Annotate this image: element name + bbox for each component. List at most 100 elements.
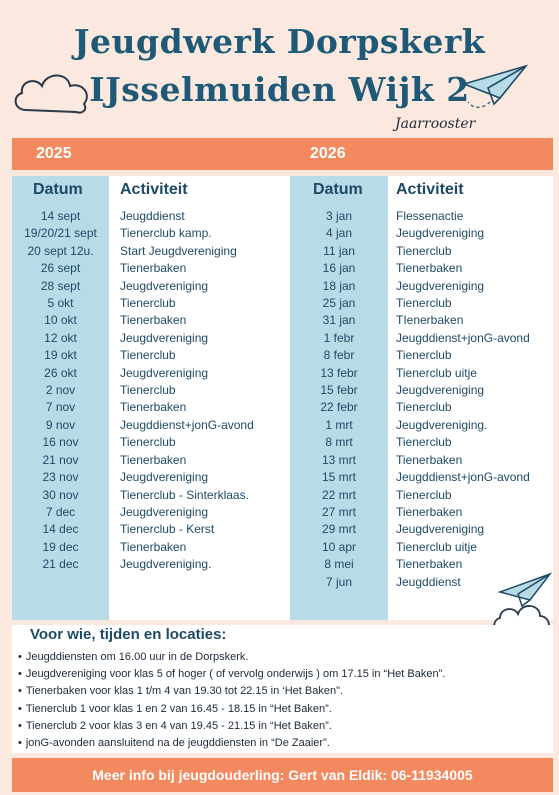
list-item: 21 nov	[42, 452, 79, 467]
year-bar: 2025 2026	[12, 138, 553, 170]
list-item: Tienerclub - Sinterklaas.	[120, 487, 249, 502]
list-item: Jeugdvereniging voor klas 5 of hoger ( o…	[18, 666, 445, 683]
list-item: Jeugdvereniging	[396, 383, 485, 398]
page-subtitle: Jaarrooster	[395, 116, 476, 132]
list-item: 1 febr	[323, 330, 355, 345]
list-item: 28 sept	[40, 278, 81, 293]
list-item: 18 jan	[322, 278, 356, 293]
list-item: Tienerbaken	[120, 261, 187, 276]
list-item: Jeugdvereniging.	[396, 417, 488, 432]
list-item: 20 sept 12u.	[27, 243, 94, 258]
list-item: 30 nov	[42, 487, 79, 502]
list-item: Tienerbaken	[396, 452, 463, 467]
list-item: 25 jan	[322, 296, 356, 311]
list-item: 26 okt	[44, 365, 77, 380]
page-title-line2: IJsselmuiden Wijk 2	[89, 70, 470, 109]
list-item: 8 febr	[323, 348, 355, 363]
list-item: 22 febr	[320, 400, 358, 415]
list-item: 21 dec	[42, 557, 79, 572]
list-item: 10 okt	[44, 313, 77, 328]
list-item: 13 febr	[320, 365, 358, 380]
list-item: 29 mrt	[321, 522, 356, 537]
date-header-2025: Datum	[33, 181, 83, 198]
activity-header-2025: Activiteit	[120, 181, 188, 198]
page-title-line1: Jeugdwerk Dorpskerk	[73, 22, 486, 61]
list-item: 3 jan	[325, 209, 353, 223]
list-item: Jeugddienst	[396, 574, 461, 589]
list-item: Tienerbaken	[120, 539, 187, 554]
footer-contact: Meer info bij jeugdouderling: Gert van E…	[12, 758, 553, 792]
list-item: Jeugdvereniging	[396, 522, 485, 537]
list-item: 19/20/21 sept	[24, 226, 97, 241]
date-list-2026: 3 jan 4 jan 11 jan 16 jan 18 jan 25 jan 31 jan…	[290, 208, 388, 591]
list-item: 8 mrt	[325, 435, 353, 450]
list-item: 9 nov	[45, 417, 76, 432]
list-item: Jeugddienst	[120, 209, 185, 223]
list-item: 1 mrt	[325, 417, 353, 432]
list-item: 7 nov	[45, 400, 76, 415]
list-item: Tienerbaken	[396, 557, 463, 572]
cloud-icon	[14, 74, 88, 114]
list-item: Start Jeugdvereniging	[120, 243, 237, 258]
activity-list-2026: Flessenactie Jeugdvereniging Tienerclub Tie…	[396, 208, 530, 591]
list-item: Tienerclub	[396, 435, 452, 450]
list-item: Tienerbaken	[120, 400, 187, 415]
paper-plane-icon	[461, 64, 529, 108]
list-item: 27 mrt	[321, 504, 356, 519]
info-heading: Voor wie, tijden en locaties:	[30, 626, 227, 643]
list-item: 12 okt	[44, 330, 77, 345]
list-item: 11 jan	[323, 243, 355, 258]
list-item: Tienerclub	[396, 487, 452, 502]
list-item: 2 nov	[45, 383, 76, 398]
date-list-2025: 14 sept 19/20/21 sept 20 sept 12u. 26 sept 2…	[12, 208, 109, 574]
list-item: Tienerclub 2 voor klas 3 en 4 van 19.45 …	[18, 718, 445, 735]
list-item: 22 mrt	[321, 487, 356, 502]
list-item: Tienerclub kamp.	[120, 226, 212, 241]
list-item: Tienerbaken voor klas 1 t/m 4 van 19.30 …	[18, 683, 445, 700]
list-item: Jeugdvereniging	[396, 278, 485, 293]
list-item: 7 dec	[45, 504, 76, 519]
list-item: 7 jun	[325, 574, 353, 589]
list-item: Jeugddienst+jonG-avond	[120, 417, 254, 432]
list-item: Jeugdvereniging	[396, 226, 485, 241]
list-item: Jeugddienst+jonG-avond	[396, 330, 530, 345]
list-item: Jeugdvereniging	[120, 365, 209, 380]
list-item: Tienerclub - Kerst	[120, 522, 215, 537]
list-item: 5 okt	[47, 296, 74, 311]
activity-header-2026: Activiteit	[396, 181, 464, 198]
list-item: Tienerclub uitje	[396, 365, 477, 380]
date-column-2026	[290, 176, 388, 620]
list-item: Tienerclub	[396, 400, 452, 415]
list-item: Jeugdvereniging	[120, 504, 209, 519]
year-label-right: 2026	[310, 145, 346, 162]
list-item: Jeugdvereniging	[120, 330, 209, 345]
list-item: Tienerclub	[120, 348, 176, 363]
list-item: Tienerbaken	[120, 452, 187, 467]
paper-plane-icon	[497, 572, 553, 608]
list-item: 10 apr	[321, 539, 357, 554]
list-item: Jeugdvereniging	[120, 470, 209, 485]
list-item: Tienerclub	[396, 243, 452, 258]
list-item: 15 febr	[320, 383, 358, 398]
date-header-2026: Datum	[313, 181, 363, 198]
info-list: Jeugddiensten om 16.00 uur in de Dorpske…	[18, 649, 445, 752]
list-item: 16 jan	[322, 261, 356, 276]
list-item: Tienerbaken	[396, 504, 463, 519]
list-item: 15 mrt	[321, 470, 356, 485]
list-item: Tienerclub	[120, 296, 176, 311]
list-item: 26 sept	[40, 261, 81, 276]
year-label-left: 2025	[36, 145, 72, 162]
activity-list-2025: Jeugddienst Tienerclub kamp. Start Jeugdve…	[120, 208, 254, 574]
list-item: Tienerclub	[396, 296, 452, 311]
list-item: Tienerclub uitje	[396, 539, 477, 554]
list-item: Tienerbaken	[120, 313, 187, 328]
list-item: 31 jan	[322, 313, 356, 328]
list-item: 13 mrt	[321, 452, 356, 467]
list-item: Jeugddiensten om 16.00 uur in de Dorpske…	[18, 649, 445, 666]
list-item: 19 dec	[42, 539, 79, 554]
list-item: Jeugdvereniging.	[120, 557, 212, 572]
list-item: jonG-avonden aansluitend na de jeugddien…	[18, 735, 445, 752]
list-item: 16 nov	[42, 435, 79, 450]
list-item: 14 sept	[40, 209, 81, 223]
date-column-2025	[12, 176, 109, 620]
